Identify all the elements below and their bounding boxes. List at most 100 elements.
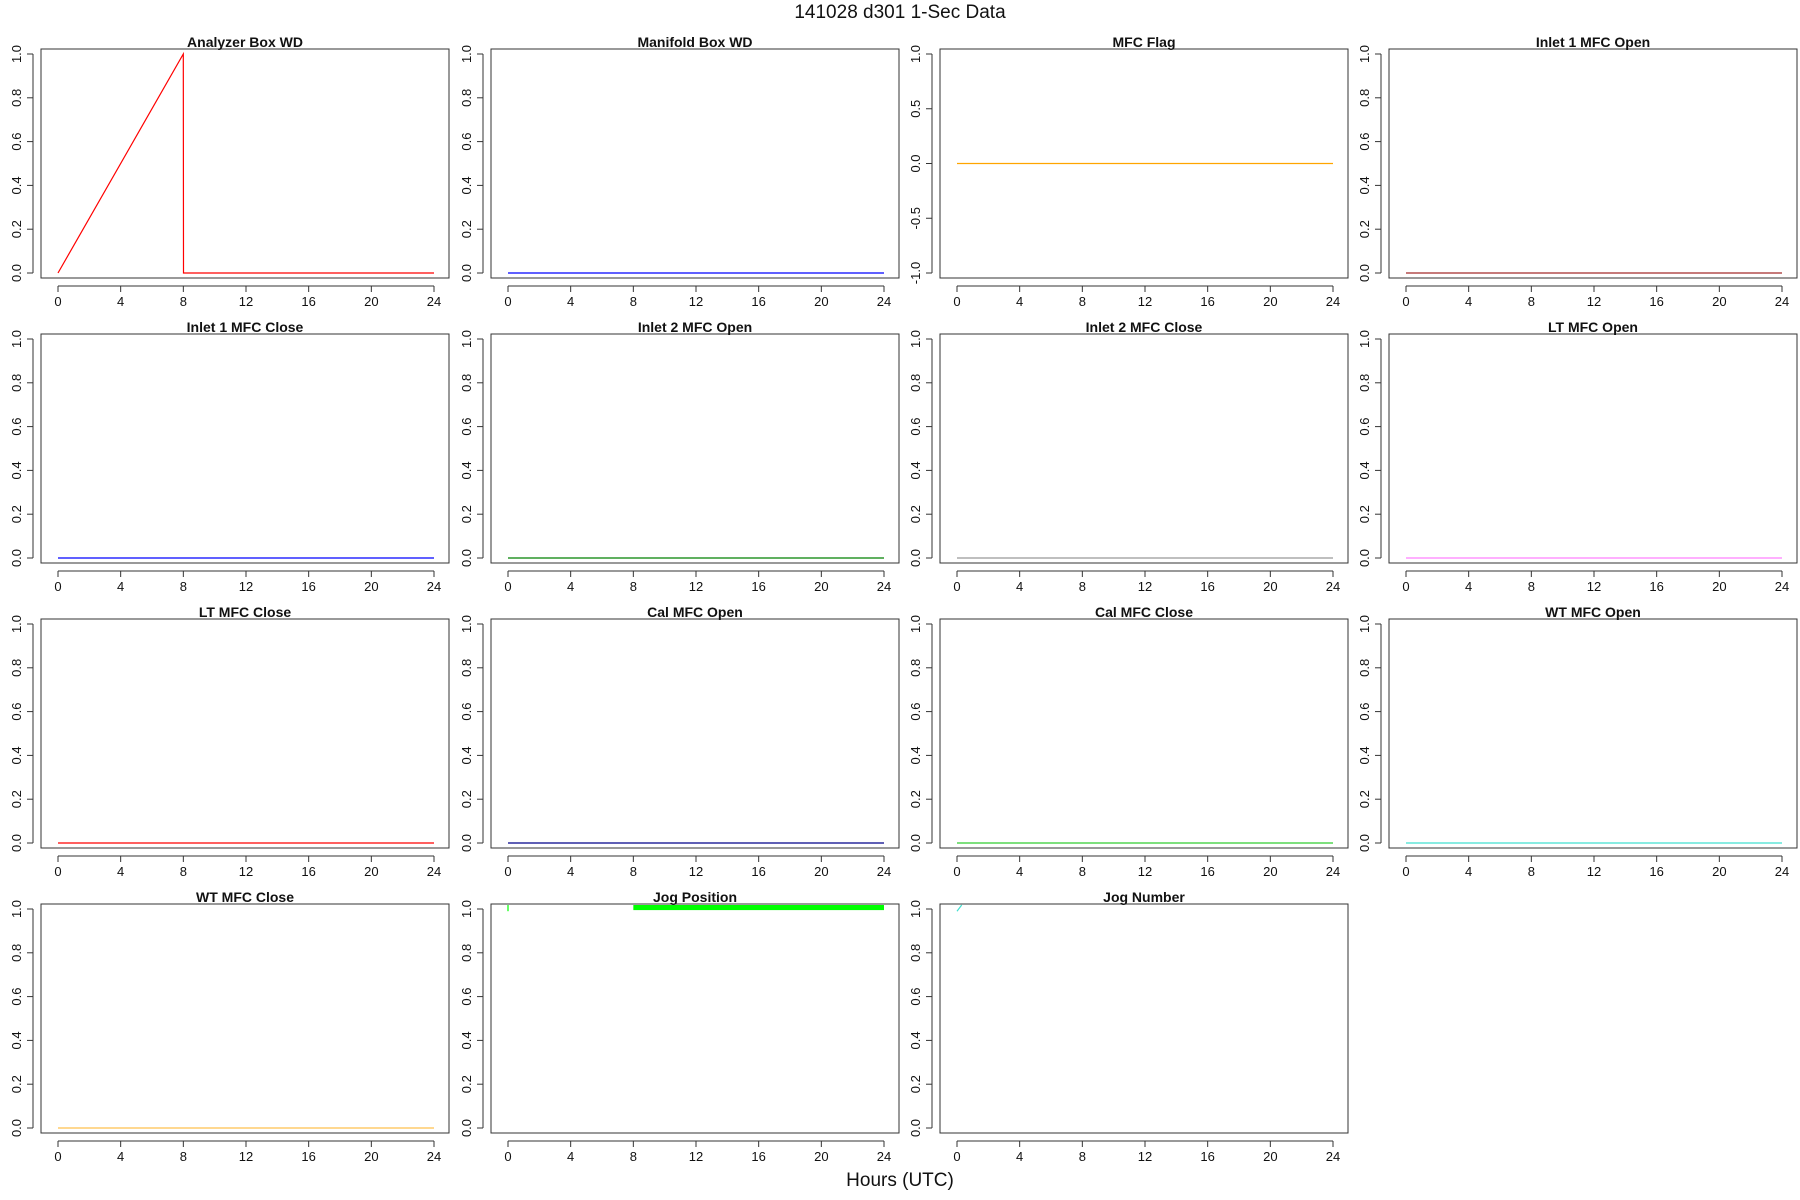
x-tick-label: 4 — [1465, 579, 1472, 594]
panel-6: Inlet 2 MFC Open 0 4 8 12 16 20 24 0.0 0.2 0.4 0.6 0… — [459, 319, 900, 594]
x-tick-label: 4 — [1465, 864, 1472, 879]
x-tick-label: 12 — [239, 579, 253, 594]
x-tick-label: 4 — [567, 1149, 574, 1164]
x-tick-label: 24 — [877, 864, 891, 879]
y-tick-label: 0.0 — [1357, 264, 1372, 282]
y-tick-label: 0.6 — [459, 703, 474, 721]
x-tick-label: 24 — [1775, 579, 1789, 594]
x-tick-label: 4 — [117, 864, 124, 879]
x-tick-label: 16 — [1200, 864, 1214, 879]
x-tick-label: 12 — [239, 864, 253, 879]
y-tick-label: 0.8 — [9, 89, 24, 107]
panel-title: MFC Flag — [1113, 34, 1176, 50]
x-tick-label: 0 — [54, 864, 61, 879]
x-tick-label: 8 — [1528, 864, 1535, 879]
panel-title: WT MFC Close — [196, 889, 294, 905]
y-tick-label: 0.2 — [459, 220, 474, 238]
y-tick-label: 0.0 — [908, 549, 923, 567]
y-tick-label: 0.0 — [9, 264, 24, 282]
x-tick-label: 12 — [1138, 294, 1152, 309]
x-tick-label: 12 — [689, 864, 703, 879]
panel-15: Jog Number 0 4 8 12 16 20 24 0.0 0.2 0.4 0.6 0.8 1.0 — [908, 889, 1349, 1164]
y-tick-label: 0.6 — [459, 988, 474, 1006]
x-tick-label: 0 — [953, 294, 960, 309]
y-tick-label: 0.0 — [1357, 834, 1372, 852]
x-tick-label: 4 — [1016, 864, 1023, 879]
y-tick-label: 0.8 — [1357, 659, 1372, 677]
x-tick-label: 20 — [364, 1149, 378, 1164]
plot-frame — [939, 618, 1349, 849]
x-tick-label: 8 — [1079, 1149, 1086, 1164]
y-tick-label: 1.0 — [908, 900, 923, 918]
y-tick-label: 0.0 — [459, 549, 474, 567]
x-tick-label: 24 — [1775, 294, 1789, 309]
y-tick-label: 0.4 — [1357, 176, 1372, 194]
y-tick-label: 1.0 — [459, 615, 474, 633]
x-tick-label: 16 — [1200, 1149, 1214, 1164]
x-tick-label: 12 — [689, 579, 703, 594]
x-tick-label: 20 — [814, 294, 828, 309]
y-tick-label: 0.6 — [908, 988, 923, 1006]
y-tick-label: 1.0 — [1357, 45, 1372, 63]
panel-title: Cal MFC Close — [1095, 604, 1193, 620]
x-tick-label: 0 — [953, 579, 960, 594]
y-tick-label: 0.0 — [9, 834, 24, 852]
y-tick-label: 0.8 — [459, 89, 474, 107]
y-tick-label: 0.2 — [9, 790, 24, 808]
y-tick-label: 0.8 — [9, 374, 24, 392]
panel-title: LT MFC Open — [1548, 319, 1638, 335]
x-tick-label: 16 — [1649, 864, 1663, 879]
y-tick-label: 0.4 — [1357, 461, 1372, 479]
y-tick-label: 0.0 — [459, 1119, 474, 1137]
y-tick-label: 0.6 — [9, 418, 24, 436]
x-tick-label: 16 — [301, 1149, 315, 1164]
x-tick-label: 0 — [504, 579, 511, 594]
y-tick-label: 0.2 — [459, 1075, 474, 1093]
x-tick-label: 8 — [180, 1149, 187, 1164]
x-tick-label: 0 — [504, 294, 511, 309]
x-tick-label: 8 — [180, 294, 187, 309]
x-tick-label: 20 — [1712, 294, 1726, 309]
y-tick-label: 1.0 — [9, 900, 24, 918]
x-tick-label: 24 — [427, 294, 441, 309]
y-tick-label: 0.8 — [459, 944, 474, 962]
panel-title: Jog Number — [1103, 889, 1185, 905]
y-tick-label: 0.8 — [459, 374, 474, 392]
panel-4: Inlet 1 MFC Open 0 4 8 12 16 20 24 0.0 0.2 0.4 0.6 0… — [1357, 34, 1798, 309]
panel-title: WT MFC Open — [1545, 604, 1641, 620]
y-tick-label: 0.0 — [459, 834, 474, 852]
panel-title: Inlet 2 MFC Open — [638, 319, 752, 335]
x-tick-label: 8 — [1528, 579, 1535, 594]
x-tick-label: 8 — [630, 1149, 637, 1164]
y-tick-label: 0.8 — [908, 944, 923, 962]
x-tick-label: 12 — [689, 294, 703, 309]
x-tick-label: 4 — [117, 294, 124, 309]
y-tick-label: 0.2 — [908, 790, 923, 808]
y-tick-label: 0.8 — [1357, 89, 1372, 107]
panel-title: Analyzer Box WD — [187, 34, 303, 50]
x-tick-label: 20 — [1263, 579, 1277, 594]
x-tick-label: 0 — [1402, 579, 1409, 594]
x-tick-label: 24 — [427, 1149, 441, 1164]
x-tick-label: 16 — [751, 1149, 765, 1164]
page-title: 141028 d301 1-Sec Data — [794, 2, 1006, 23]
panel-8: LT MFC Open 0 4 8 12 16 20 24 0.0 0.2 0.4 0.6 0.8 1.0 — [1357, 319, 1798, 594]
y-tick-label: 0.0 — [908, 154, 923, 172]
y-tick-label: 0.4 — [908, 1031, 923, 1049]
y-tick-label: 0.8 — [908, 659, 923, 677]
x-tick-label: 12 — [1138, 579, 1152, 594]
panel-5: Inlet 1 MFC Close 0 4 8 12 16 20 24 0.0 0.2 0.4 0.6… — [9, 319, 450, 594]
x-tick-label: 4 — [567, 579, 574, 594]
y-tick-label: 0.4 — [908, 461, 923, 479]
y-tick-label: 0.4 — [9, 461, 24, 479]
x-tick-label: 12 — [1587, 294, 1601, 309]
x-tick-label: 16 — [1649, 294, 1663, 309]
panel-title: Manifold Box WD — [637, 34, 752, 50]
x-tick-label: 20 — [364, 579, 378, 594]
plot-frame — [40, 903, 450, 1134]
y-tick-label: 1.0 — [908, 330, 923, 348]
x-axis-label: Hours (UTC) — [846, 1170, 954, 1191]
y-tick-label: 1.0 — [459, 45, 474, 63]
